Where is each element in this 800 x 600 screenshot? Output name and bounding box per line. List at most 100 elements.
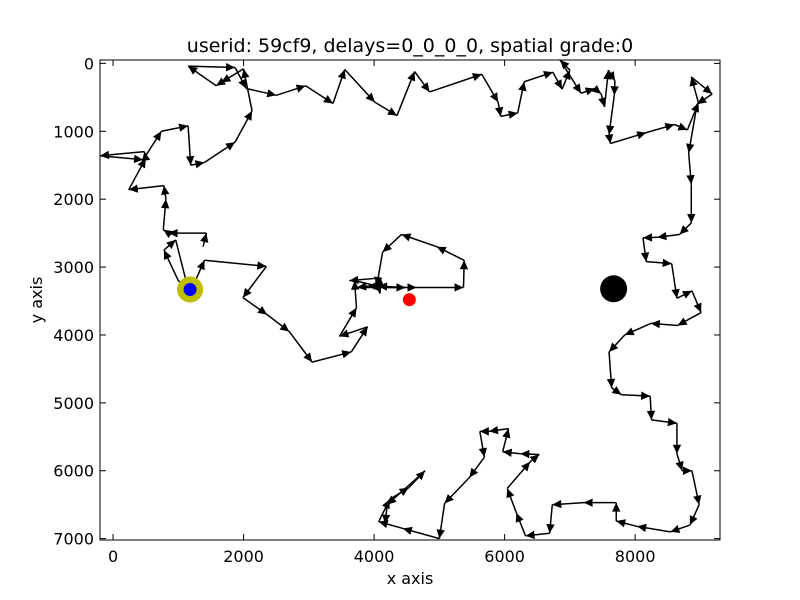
direction-arrowhead: [200, 233, 209, 243]
direction-arrowhead: [502, 448, 513, 457]
direction-arrowhead: [244, 110, 253, 121]
direction-arrowhead: [407, 283, 417, 292]
direction-arrowhead: [624, 327, 635, 336]
y-tick-label: 2000: [53, 190, 94, 209]
direction-arrowhead: [640, 252, 650, 262]
direction-arrowhead: [266, 89, 277, 98]
direction-arrowhead: [609, 342, 619, 352]
direction-arrowhead: [365, 92, 375, 103]
direction-arrowhead: [348, 307, 357, 318]
direction-arrowhead: [387, 107, 397, 116]
direction-arrowhead: [508, 110, 518, 119]
direction-arrowhead: [689, 76, 698, 87]
direction-arrowhead: [242, 287, 252, 298]
direction-arrowhead: [682, 466, 692, 475]
direction-arrowhead: [257, 305, 268, 315]
direction-arrowhead: [682, 290, 692, 299]
direction-arrowhead: [161, 185, 170, 196]
direction-arrowhead: [552, 499, 562, 509]
direction-arrowhead: [679, 225, 689, 235]
direction-arrowhead: [616, 519, 626, 528]
direction-arrowhead: [341, 350, 352, 359]
direction-arrowhead: [572, 83, 581, 94]
direction-arrowhead: [166, 239, 176, 249]
direction-arrowhead: [357, 282, 367, 291]
direction-arrowhead: [604, 133, 614, 144]
direction-arrowhead: [686, 174, 695, 185]
x-tick-label: 2000: [223, 547, 264, 566]
direction-arrowhead: [225, 142, 236, 151]
direction-arrowhead: [671, 288, 680, 299]
direction-arrowhead: [459, 260, 469, 270]
direction-arrowhead: [337, 69, 346, 80]
y-tick-label: 0: [84, 54, 94, 73]
position-marker: [600, 275, 628, 303]
direction-arrowhead: [382, 242, 393, 253]
trajectory-series: [100, 60, 713, 540]
direction-arrowhead: [606, 378, 616, 388]
direction-arrowhead: [188, 66, 198, 75]
direction-arrowhead: [387, 495, 397, 505]
direction-arrowhead: [436, 246, 447, 255]
direction-arrowhead: [693, 302, 702, 313]
trajectory-segment: [204, 259, 267, 268]
direction-arrowhead: [163, 229, 174, 239]
position-marker: [183, 282, 197, 296]
direction-arrowhead: [702, 85, 713, 94]
direction-arrowhead: [611, 386, 622, 395]
direction-arrowhead: [469, 467, 479, 478]
direction-arrowhead: [689, 515, 698, 526]
trajectory-segment: [429, 73, 483, 93]
direction-arrowhead: [128, 184, 139, 193]
position-markers: [177, 275, 628, 307]
y-tick-label: 4000: [53, 326, 94, 345]
y-tick-label: 6000: [53, 462, 94, 481]
y-tick-label: 1000: [53, 122, 94, 141]
direction-arrowhead: [520, 449, 530, 459]
direction-arrowhead: [178, 123, 189, 132]
plot-frame: [99, 59, 721, 541]
direction-arrowhead: [398, 487, 409, 496]
direction-arrowhead: [381, 514, 391, 524]
direction-arrowhead: [471, 73, 482, 82]
direction-arrowhead: [670, 524, 681, 533]
direction-arrowhead: [494, 106, 504, 117]
direction-arrowhead: [163, 250, 172, 261]
direction-arrowhead: [677, 317, 688, 326]
x-tick-label: 6000: [484, 547, 525, 566]
direction-arrowhead: [693, 495, 702, 505]
direction-arrowhead: [303, 352, 313, 363]
direction-arrowhead: [194, 160, 205, 169]
direction-arrowhead: [279, 322, 290, 332]
direction-arrowhead: [646, 410, 656, 420]
direction-arrowhead: [606, 71, 615, 82]
direction-arrowhead: [257, 261, 267, 270]
direction-arrowhead: [444, 493, 454, 504]
direction-arrowhead: [349, 275, 359, 285]
direction-arrowhead: [583, 498, 593, 507]
position-marker: [402, 293, 416, 307]
direction-arrowhead: [478, 447, 487, 458]
direction-arrowhead: [650, 319, 661, 329]
direction-arrowhead: [667, 417, 677, 427]
direction-arrowhead: [420, 82, 430, 92]
direction-arrowhead: [515, 512, 524, 523]
direction-arrowhead: [323, 95, 333, 104]
direction-arrowhead: [241, 68, 250, 79]
direction-arrowhead: [697, 95, 707, 105]
x-tick-label: 4000: [354, 547, 395, 566]
direction-arrowhead: [488, 425, 499, 435]
direction-arrowhead: [359, 326, 368, 337]
direction-arrowhead: [502, 428, 511, 439]
direction-arrowhead: [662, 258, 672, 268]
direction-arrowhead: [657, 231, 667, 241]
trajectory-paths: [100, 60, 713, 540]
direction-arrowhead: [687, 213, 696, 223]
direction-arrowhead: [133, 154, 144, 164]
direction-arrowhead: [672, 444, 682, 454]
direction-arrowhead: [612, 502, 621, 512]
direction-arrowhead: [402, 526, 413, 535]
direction-arrowhead: [686, 143, 695, 154]
direction-arrowhead: [238, 78, 247, 89]
